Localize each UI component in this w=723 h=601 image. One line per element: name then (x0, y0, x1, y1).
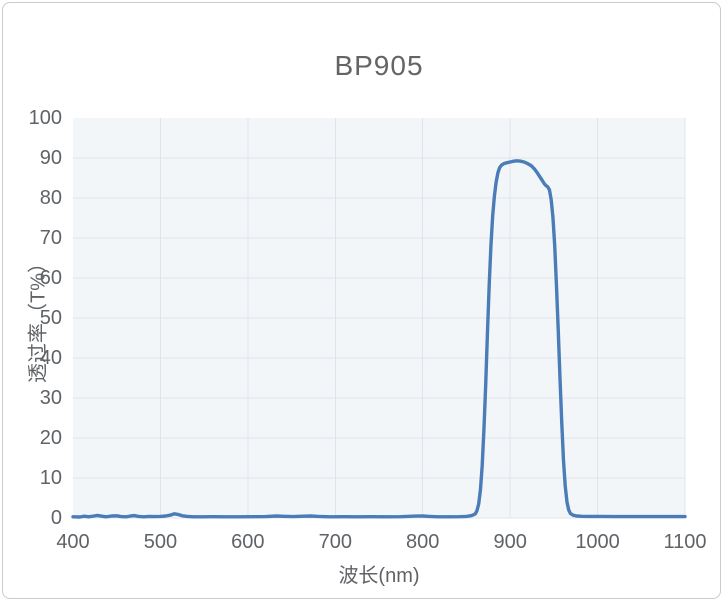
y-tick-label: 100 (28, 107, 62, 129)
y-tick-label: 20 (39, 427, 62, 449)
x-tick-label: 1000 (575, 531, 620, 553)
y-tick-label: 0 (50, 507, 62, 529)
plot-area (71, 118, 687, 519)
x-tick-label: 1100 (663, 531, 707, 553)
chart-title: BP905 (334, 50, 424, 81)
y-tick-label: 80 (39, 187, 62, 209)
x-axis-title: 波长(nm) (338, 565, 420, 587)
x-tick-label: 800 (406, 531, 440, 553)
transmission-curve (71, 159, 687, 519)
x-tick-label: 900 (493, 531, 527, 553)
y-tick-label: 50 (39, 307, 62, 329)
y-tick-label: 60 (39, 267, 62, 289)
transmission-curve-svg (71, 118, 687, 519)
x-tick-label: 700 (318, 531, 352, 553)
y-tick-label: 90 (39, 147, 62, 169)
y-tick-label: 70 (39, 227, 62, 249)
y-tick-label: 40 (39, 347, 62, 369)
x-tick-label: 400 (56, 531, 90, 553)
y-tick-label: 30 (39, 387, 62, 409)
y-tick-label: 10 (39, 467, 62, 489)
x-tick-label: 600 (231, 531, 265, 553)
x-tick-label: 500 (143, 531, 178, 553)
